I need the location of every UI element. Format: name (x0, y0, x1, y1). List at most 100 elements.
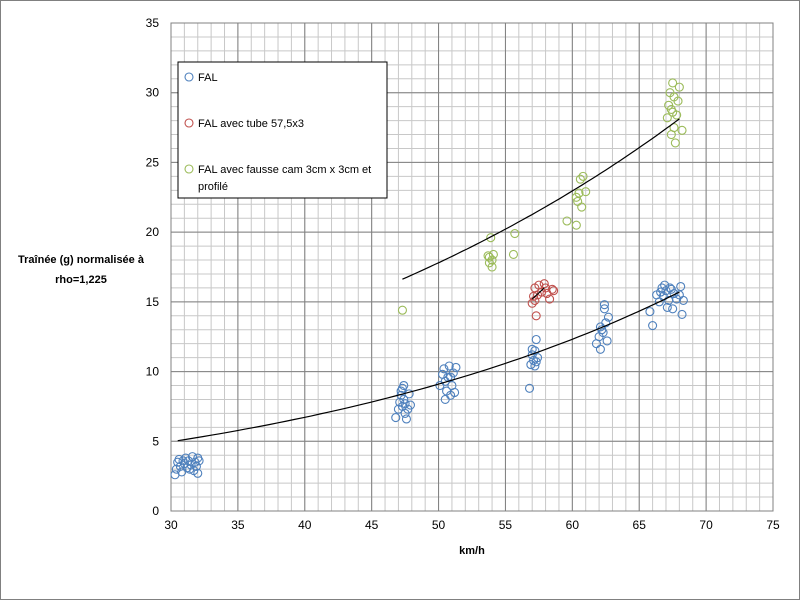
legend-entry-fal-avec-tube: FAL avec tube 57,5x3 (198, 118, 304, 130)
y-tick-label: 0 (152, 504, 159, 518)
data-point (674, 82, 684, 92)
data-point (530, 361, 540, 371)
data-point (666, 129, 676, 140)
y-tick-label: 5 (152, 434, 159, 448)
data-point (645, 307, 655, 317)
legend-entry-fal: FAL (198, 72, 218, 84)
x-axis-tick-labels: 30 35 40 45 50 55 60 65 70 75 (164, 518, 780, 532)
data-point (660, 280, 670, 290)
data-point (678, 295, 688, 306)
x-tick-label: 70 (699, 518, 713, 532)
x-axis-title: km/h (459, 545, 485, 557)
data-point (399, 394, 409, 405)
x-tick-label: 35 (231, 518, 245, 532)
x-tick-label: 60 (566, 518, 580, 532)
data-point (531, 357, 541, 367)
data-point (595, 344, 605, 354)
data-point (439, 364, 449, 374)
trendline (531, 287, 545, 300)
x-tick-label: 75 (766, 518, 780, 532)
x-tick-label: 40 (298, 518, 312, 532)
data-point (486, 233, 496, 243)
data-point (444, 361, 454, 371)
data-point (670, 138, 680, 148)
data-point (539, 279, 549, 289)
y-tick-label: 10 (146, 365, 160, 379)
y-axis-title-line-1: Traînée (g) normalisée à (18, 254, 145, 266)
data-point (575, 174, 585, 184)
data-point (487, 255, 497, 265)
data-point (487, 262, 497, 272)
data-point (450, 387, 460, 398)
legend: FAL FAL avec tube 57,5x3 FAL avec fausse… (177, 61, 388, 199)
data-point (571, 220, 581, 230)
y-tick-label: 20 (146, 225, 160, 239)
legend-entry-fal-avec-fausse-cam-line-2: profilé (198, 181, 228, 193)
data-point (527, 344, 537, 354)
legend-marker-fal-avec-tube (184, 118, 194, 128)
data-point (396, 386, 406, 396)
data-point (668, 78, 678, 88)
data-point (185, 464, 195, 474)
x-tick-label: 65 (633, 518, 647, 532)
data-point (662, 302, 672, 312)
data-point (577, 202, 587, 212)
y-tick-label: 15 (146, 295, 160, 309)
data-point (662, 113, 672, 123)
data-point (541, 283, 551, 293)
data-point (603, 312, 614, 322)
data-point (178, 456, 188, 466)
data-point (581, 187, 591, 197)
trendlines (177, 118, 680, 442)
data-point (531, 334, 541, 345)
y-axis-title-line-2: rho=1,225 (55, 274, 107, 286)
data-point (648, 321, 658, 331)
data-point (187, 452, 197, 462)
data-point (399, 380, 409, 391)
legend-entry-fal-avec-fausse-cam-line-1: FAL avec fausse cam 3cm x 3cm et (198, 164, 371, 176)
data-point (599, 300, 609, 310)
legend-box (177, 61, 388, 199)
data-point (547, 284, 557, 294)
data-point (545, 294, 555, 304)
trendline (402, 118, 680, 280)
data-point (400, 399, 410, 409)
data-point (451, 362, 461, 372)
data-point (391, 413, 401, 423)
data-point (549, 286, 559, 296)
data-point (193, 468, 203, 478)
data-point (578, 171, 588, 181)
data-point (571, 192, 581, 202)
data-point (533, 353, 543, 363)
legend-marker-fal-avec-fausse-cam (184, 164, 194, 174)
data-point (531, 311, 541, 321)
x-tick-label: 30 (164, 518, 178, 532)
data-point (595, 322, 605, 332)
data-point (405, 400, 416, 410)
data-point (528, 291, 539, 301)
data-point (668, 107, 678, 117)
data-point (656, 287, 666, 297)
data-point (181, 453, 191, 463)
trendline (177, 291, 680, 442)
data-point (562, 216, 572, 226)
data-point (676, 281, 686, 292)
data-points (170, 78, 688, 480)
data-point (193, 453, 203, 463)
data-point (602, 336, 612, 346)
data-point (401, 414, 411, 424)
data-point (508, 249, 519, 260)
y-axis-tick-labels: 0 5 10 15 20 25 30 35 (146, 16, 160, 518)
data-point (599, 304, 609, 314)
data-point (510, 228, 520, 239)
y-tick-label: 35 (146, 16, 160, 30)
data-point (673, 96, 683, 106)
data-point (598, 327, 608, 338)
data-point (484, 252, 494, 262)
data-point (524, 383, 535, 393)
data-point (668, 304, 678, 314)
x-tick-label: 50 (432, 518, 446, 532)
data-point (677, 125, 687, 135)
